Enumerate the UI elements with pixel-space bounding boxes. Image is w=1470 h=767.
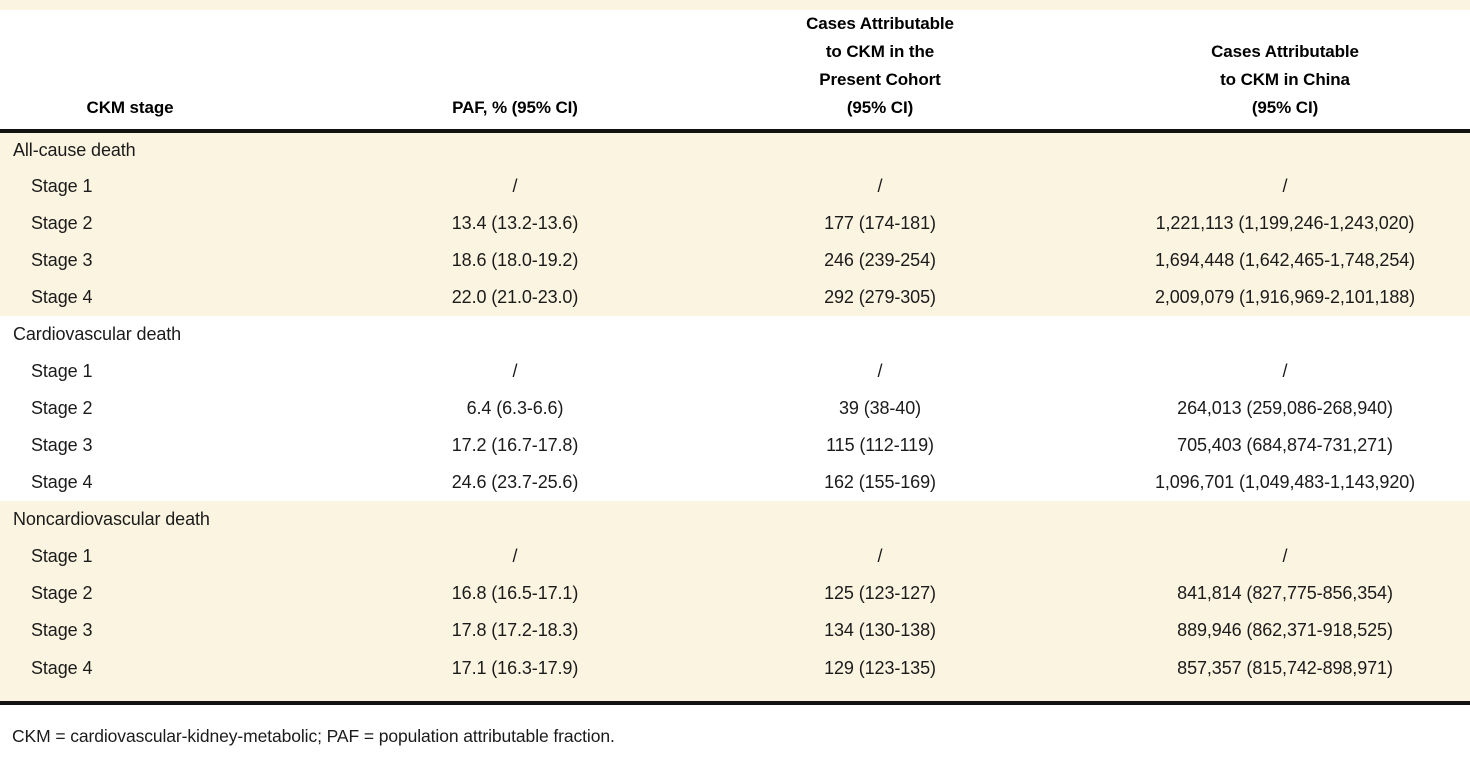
section-label: Cardiovascular death	[13, 324, 182, 344]
empty-cell	[770, 316, 1020, 353]
value-cell: /	[1282, 361, 1288, 381]
column-header-1: CKM stage	[0, 10, 260, 131]
column-header-line: PAF, % (95% CI)	[452, 98, 578, 117]
value-cell: 6.4 (6.3-6.6)	[466, 398, 564, 418]
section-header-row: All-cause death	[0, 131, 1470, 168]
value-cell: 17.8 (17.2-18.3)	[260, 612, 770, 649]
value-cell: 18.6 (18.0-19.2)	[260, 242, 770, 279]
stage-cell: Stage 4	[31, 472, 93, 492]
value-cell: 17.1 (16.3-17.9)	[260, 649, 770, 701]
value-cell: /	[877, 361, 883, 381]
stage-cell: Stage 2	[0, 575, 260, 612]
column-header-line: (95% CI)	[1251, 98, 1319, 117]
empty-cell	[260, 131, 770, 168]
section-label: All-cause death	[0, 131, 260, 168]
value-cell: 134 (130-138)	[770, 612, 1020, 649]
section-header-row: Noncardiovascular death	[0, 501, 1470, 538]
section-header-row: Cardiovascular death	[0, 316, 1470, 353]
value-cell: 39 (38-40)	[838, 398, 922, 418]
column-header-line: CKM stage	[86, 98, 174, 117]
data-row: Stage 4 22.0 (21.0-23.0) 292 (279-305) 2,00…	[0, 279, 1470, 316]
table-body: All-cause death Stage 1// / Stage 2 13.4 (13…	[0, 131, 1470, 701]
value-cell: 125 (123-127)	[770, 575, 1020, 612]
value-cell: 246 (239-254)	[770, 242, 1020, 279]
empty-cell	[260, 316, 770, 353]
empty-cell	[770, 131, 1020, 168]
table-bottom-rule	[0, 701, 1470, 705]
value-cell: /	[260, 538, 770, 575]
value-cell: 22.0 (21.0-23.0)	[260, 279, 770, 316]
value-cell: /	[1020, 538, 1470, 575]
stage-cell: Stage 1	[0, 538, 260, 575]
stage-cell: Stage 3	[0, 242, 260, 279]
empty-cell	[1020, 316, 1470, 353]
value-cell: /	[260, 168, 770, 205]
value-cell: /	[770, 168, 1020, 205]
value-cell: 162 (155-169)	[824, 472, 936, 492]
stage-cell: Stage 1	[31, 361, 93, 381]
data-row: Stage 2 13.4 (13.2-13.6) 177 (174-181) 1,22…	[0, 205, 1470, 242]
empty-cell	[770, 501, 1020, 538]
table-footnote: CKM = cardiovascular-kidney-metabolic; P…	[12, 726, 615, 746]
stage-cell: Stage 2	[0, 205, 260, 242]
empty-cell	[1020, 131, 1470, 168]
value-cell: /	[512, 361, 518, 381]
data-row: Stage 2 16.8 (16.5-17.1) 125 (123-127) 841,…	[0, 575, 1470, 612]
ckm-paf-table: CKM stage PAF, % (95% CI) Cases Attributab…	[0, 10, 1470, 701]
value-cell: 17.2 (16.7-17.8)	[451, 435, 579, 455]
stage-cell: Stage 3	[31, 435, 93, 455]
data-row: Stage 1// /	[0, 538, 1470, 575]
column-header-4: Cases Attributable to CKM in China (95% CI…	[1020, 10, 1470, 131]
data-row: Stage 1// /	[0, 168, 1470, 205]
column-header-line: Cases Attributable	[806, 14, 954, 33]
data-row: Stage 1 / / /	[0, 353, 1470, 390]
column-header-3: Cases Attributable to CKM in the Present C…	[770, 10, 1020, 131]
data-row: Stage 4 24.6 (23.7-25.6) 162 (155-169) 1,09…	[0, 464, 1470, 501]
value-cell: 292 (279-305)	[770, 279, 1020, 316]
value-cell: 264,013 (259,086-268,940)	[1177, 398, 1393, 418]
value-cell: 16.8 (16.5-17.1)	[260, 575, 770, 612]
value-cell: 13.4 (13.2-13.6)	[260, 205, 770, 242]
column-header-line: to CKM in the	[825, 42, 935, 61]
value-cell: /	[770, 538, 1020, 575]
data-row: Stage 3 18.6 (18.0-19.2) 246 (239-254) 1,69…	[0, 242, 1470, 279]
empty-cell	[260, 501, 770, 538]
value-cell: 857,357 (815,742-898,971)	[1020, 649, 1470, 701]
value-cell: 705,403 (684,874-731,271)	[1177, 435, 1393, 455]
data-row: Stage 3 17.8 (17.2-18.3) 134 (130-138) 889,…	[0, 612, 1470, 649]
section-label: Noncardiovascular death	[0, 501, 260, 538]
stage-cell: Stage 2	[31, 398, 93, 418]
data-row: Stage 4 17.1 (16.3-17.9) 129 (123-135) 857,…	[0, 649, 1470, 701]
empty-cell	[1020, 501, 1470, 538]
column-header-line: Present Cohort	[819, 70, 941, 89]
value-cell: 1,694,448 (1,642,465-1,748,254)	[1020, 242, 1470, 279]
column-header-2: PAF, % (95% CI)	[260, 10, 770, 131]
table-top-accent-strip	[0, 0, 1470, 10]
value-cell: 129 (123-135)	[770, 649, 1020, 701]
table-header-row: CKM stage PAF, % (95% CI) Cases Attributab…	[0, 10, 1470, 131]
value-cell: 889,946 (862,371-918,525)	[1020, 612, 1470, 649]
value-cell: 2,009,079 (1,916,969-2,101,188)	[1020, 279, 1470, 316]
data-row: Stage 2 6.4 (6.3-6.6) 39 (38-40) 264,013 (2…	[0, 390, 1470, 427]
column-header-line: (95% CI)	[846, 98, 914, 117]
stage-cell: Stage 1	[0, 168, 260, 205]
value-cell: 115 (112-119)	[826, 435, 934, 455]
column-header-line: Cases Attributable	[1211, 42, 1359, 61]
stage-cell: Stage 4	[0, 279, 260, 316]
column-header-line: to CKM in China	[1220, 70, 1350, 89]
value-cell: /	[1020, 168, 1470, 205]
table-header: CKM stage PAF, % (95% CI) Cases Attributab…	[0, 10, 1470, 131]
value-cell: 841,814 (827,775-856,354)	[1020, 575, 1470, 612]
value-cell: 177 (174-181)	[770, 205, 1020, 242]
data-row: Stage 3 17.2 (16.7-17.8) 115 (112-119) 705,…	[0, 427, 1470, 464]
stage-cell: Stage 3	[0, 612, 260, 649]
value-cell: 1,221,113 (1,199,246-1,243,020)	[1020, 205, 1470, 242]
stage-cell: Stage 4	[0, 649, 260, 701]
value-cell: 1,096,701 (1,049,483-1,143,920)	[1154, 472, 1416, 492]
value-cell: 24.6 (23.7-25.6)	[451, 472, 579, 492]
